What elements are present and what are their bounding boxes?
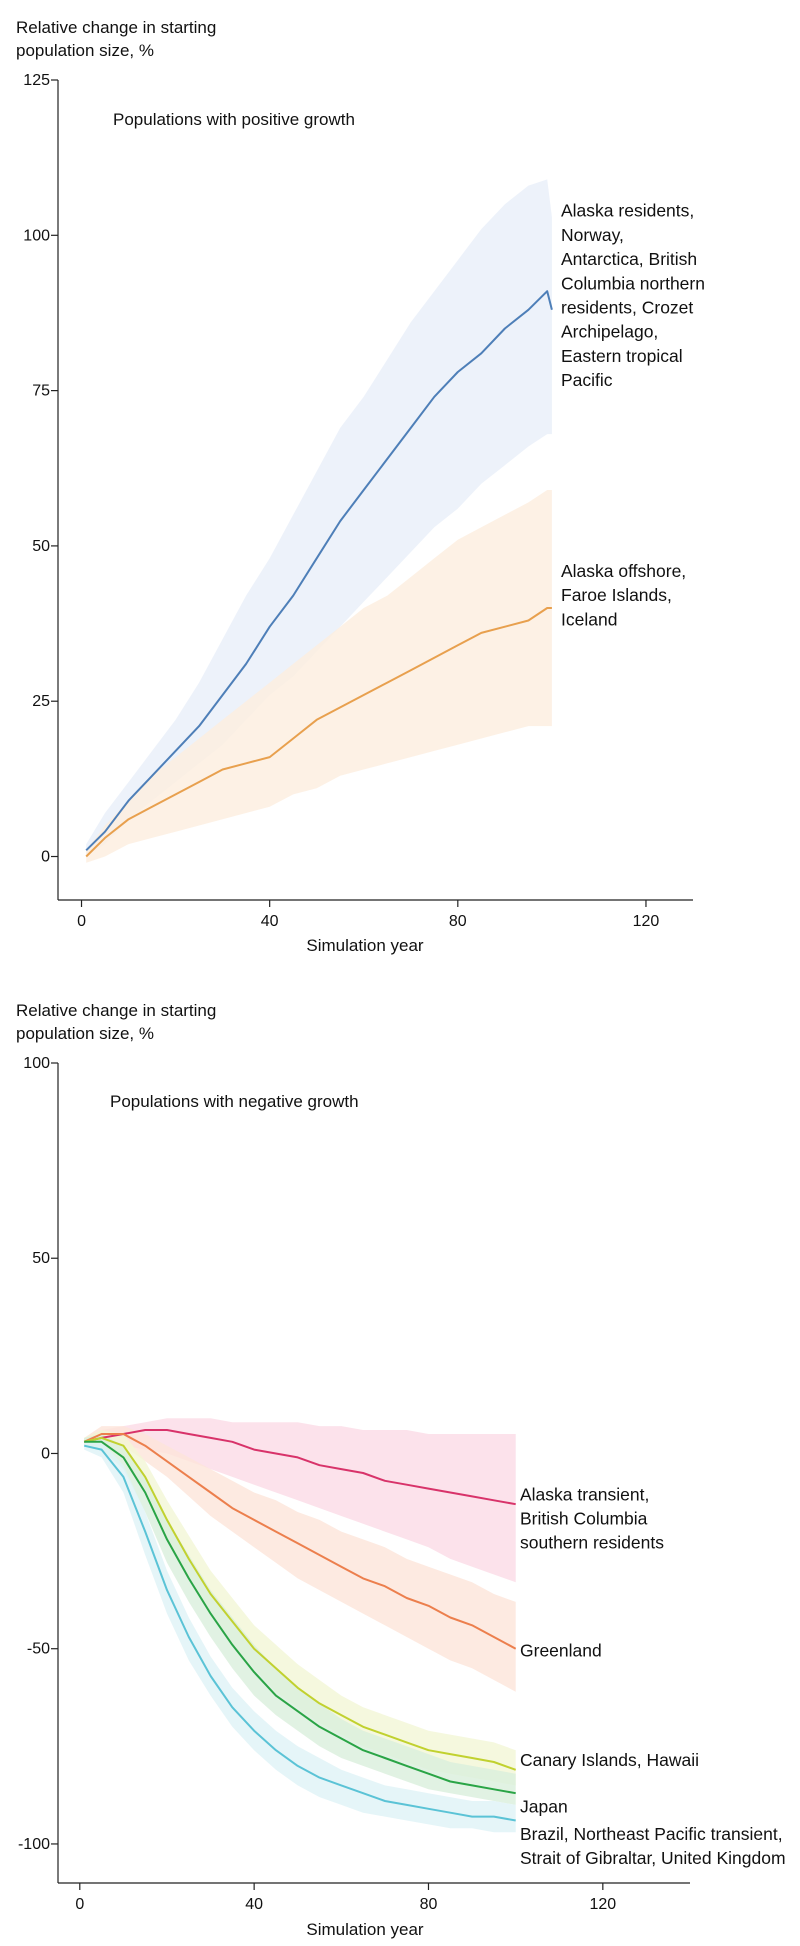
series-label-1-line-1: Faroe Islands, <box>561 585 672 605</box>
x-tick-label-80: 80 <box>449 913 467 930</box>
series-line-3 <box>84 1440 516 1795</box>
confidence-band-3 <box>84 1434 516 1805</box>
y-axis-title-line-1: Relative change in starting <box>16 18 216 37</box>
series-label-1-line-0: Greenland <box>520 1641 602 1661</box>
x-tick-label-120: 120 <box>633 913 660 930</box>
series-label-4-line-0: Brazil, Northeast Pacific transient, <box>520 1824 783 1844</box>
y-tick-label-0: 0 <box>41 1445 50 1462</box>
series-label-1-line-2: Iceland <box>561 609 617 629</box>
series-line-1 <box>83 1433 517 1650</box>
x-tick-label-80: 80 <box>420 1896 438 1913</box>
x-axis-title: Simulation year <box>306 1920 424 1939</box>
series-lines <box>83 1429 517 1822</box>
chart-subtitle: Populations with negative growth <box>110 1092 359 1111</box>
series-label-0-line-2: southern residents <box>520 1533 664 1553</box>
series-label-0-line-2: Antarctica, British <box>561 249 697 269</box>
series-label-4-line-1: Strait of Gibraltar, United Kingdom <box>520 1848 786 1868</box>
series-label-2-line-0: Canary Islands, Hawaii <box>520 1750 699 1770</box>
series-label-0-line-1: Norway, <box>561 225 624 245</box>
x-tick-label-40: 40 <box>261 913 279 930</box>
confidence-bands <box>86 179 552 863</box>
y-tick-label-50: 50 <box>32 1250 50 1267</box>
y-tick-label-0: 0 <box>41 849 50 866</box>
confidence-band-1 <box>86 490 552 863</box>
confidence-band-0 <box>86 179 552 857</box>
y-tick-label-25: 25 <box>32 693 50 710</box>
chart-subtitle: Populations with positive growth <box>113 110 355 129</box>
axes: -100 -50 0 50 100 0 40 80 120 <box>18 1055 690 1913</box>
series-label-0-line-0: Alaska residents, <box>561 201 694 221</box>
series-label-0-line-1: British Columbia <box>520 1509 648 1529</box>
confidence-band-2 <box>84 1430 516 1786</box>
series-line-1 <box>85 607 552 858</box>
y-tick-label-100: 100 <box>23 227 50 244</box>
y-tick-label--100: -100 <box>18 1836 50 1853</box>
x-axis-title: Simulation year <box>306 936 424 955</box>
series-lines <box>85 290 553 858</box>
series-label-0-line-6: Eastern tropical <box>561 346 683 366</box>
series-label-3-line-0: Japan <box>520 1797 568 1817</box>
series-label-0-line-3: Columbia northern <box>561 273 705 293</box>
series-line-0 <box>85 290 553 852</box>
y-axis-title-line-2: population size, % <box>16 41 154 60</box>
confidence-band-1 <box>84 1426 516 1692</box>
series-line-4 <box>83 1444 516 1822</box>
confidence-band-4 <box>84 1441 516 1833</box>
y-tick-label-50: 50 <box>32 538 50 555</box>
series-label-1-line-0: Alaska offshore, <box>561 561 686 581</box>
y-axis-title-line-1: Relative change in starting <box>16 1001 216 1020</box>
series-label-0-line-7: Pacific <box>561 370 613 390</box>
x-tick-label-0: 0 <box>75 1896 84 1913</box>
series-labels: Alaska transient, British Columbia souther… <box>520 1484 786 1868</box>
series-label-0-line-0: Alaska transient, <box>520 1484 649 1504</box>
series-line-0 <box>83 1429 516 1506</box>
x-tick-label-40: 40 <box>245 1896 263 1913</box>
chart-negative-growth: Relative change in starting population s… <box>16 1001 786 1939</box>
y-axis-title-line-2: population size, % <box>16 1024 154 1043</box>
y-tick-label-100: 100 <box>23 1055 50 1072</box>
x-tick-label-0: 0 <box>77 913 86 930</box>
y-tick-label-75: 75 <box>32 383 50 400</box>
series-line-2 <box>83 1436 517 1771</box>
y-tick-label--50: -50 <box>27 1641 50 1658</box>
series-label-0-line-5: Archipelago, <box>561 322 658 342</box>
confidence-bands <box>84 1418 516 1833</box>
x-tick-label-120: 120 <box>589 1896 616 1913</box>
series-label-0-line-4: residents, Crozet <box>561 298 693 318</box>
y-tick-label-125: 125 <box>23 72 50 89</box>
axes: 0 25 50 75 100 125 0 40 80 120 <box>23 72 693 930</box>
chart-positive-growth: Relative change in starting population s… <box>16 18 705 955</box>
series-labels: Alaska residents, Norway, Antarctica, Brit… <box>561 201 705 630</box>
